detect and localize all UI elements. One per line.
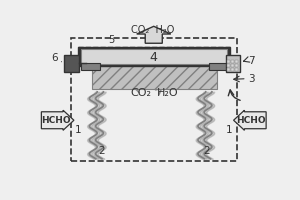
- Bar: [71, 38, 238, 161]
- Text: 7: 7: [248, 56, 255, 66]
- Bar: [226, 55, 240, 72]
- Text: 1: 1: [226, 125, 232, 135]
- Text: 5: 5: [108, 35, 114, 45]
- FancyArrow shape: [41, 110, 74, 130]
- Bar: [227, 68, 230, 71]
- Text: 2: 2: [203, 146, 210, 156]
- Text: HCHO: HCHO: [237, 116, 266, 125]
- Polygon shape: [137, 26, 171, 43]
- Bar: [231, 64, 234, 67]
- Bar: [231, 60, 234, 63]
- Bar: [78, 47, 230, 66]
- Text: 6: 6: [51, 53, 58, 63]
- Bar: [227, 64, 230, 67]
- Text: 3: 3: [248, 74, 255, 84]
- Text: 4: 4: [150, 51, 158, 64]
- Text: HCHO: HCHO: [41, 116, 71, 125]
- Bar: [235, 68, 238, 71]
- Bar: [209, 63, 227, 70]
- Text: 2: 2: [98, 146, 105, 156]
- Text: 1: 1: [75, 125, 82, 135]
- Bar: [227, 60, 230, 63]
- Bar: [81, 49, 227, 64]
- Bar: [231, 68, 234, 71]
- Text: H₂O: H₂O: [157, 88, 178, 98]
- Text: CO₂  H₂O: CO₂ H₂O: [130, 25, 174, 35]
- Bar: [64, 55, 79, 72]
- Bar: [92, 64, 217, 89]
- Text: CO₂: CO₂: [130, 88, 151, 98]
- Bar: [235, 64, 238, 67]
- Bar: [235, 60, 238, 63]
- Bar: [81, 63, 100, 70]
- FancyArrow shape: [234, 110, 266, 130]
